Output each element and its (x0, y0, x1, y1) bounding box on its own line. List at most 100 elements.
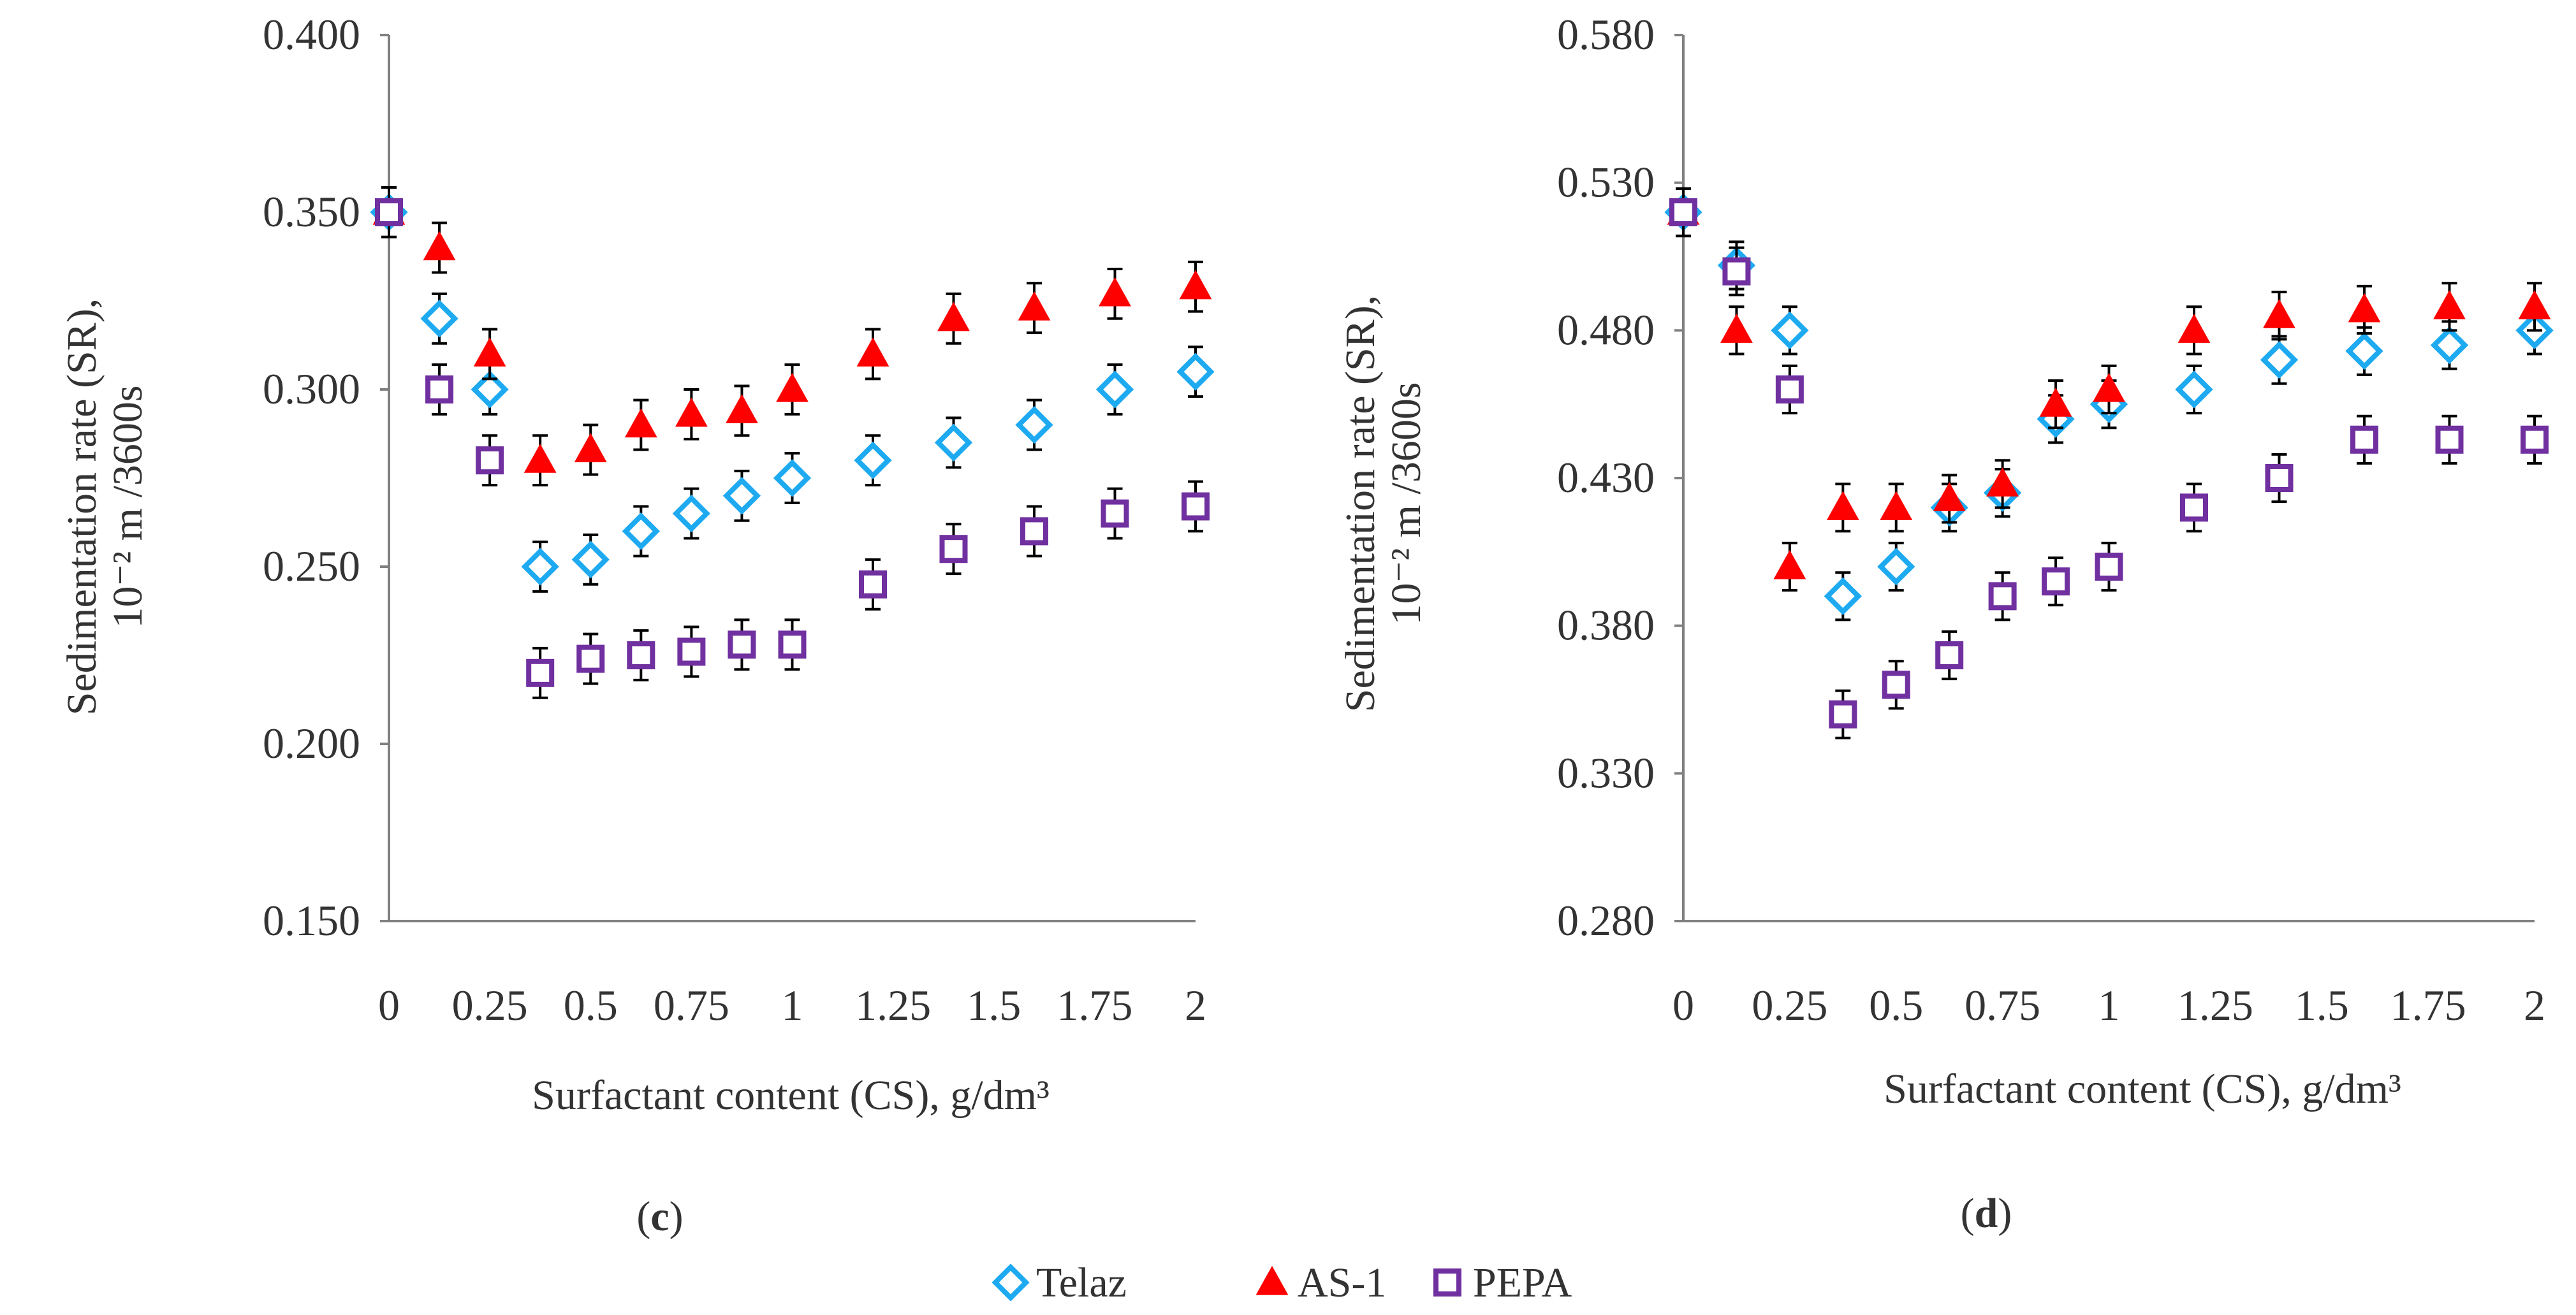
data-point-diamond (1176, 352, 1215, 391)
data-point-square (1182, 492, 1210, 521)
x-tick-label: 1.25 (855, 981, 931, 1029)
y-tick-label: 0.400 (263, 10, 360, 59)
data-point-square (576, 644, 605, 673)
data-point-square (2180, 493, 2208, 522)
x-tick-label: 1.75 (1057, 981, 1132, 1029)
data-point-triangle (1773, 549, 1806, 579)
y-tick-label: 0.250 (263, 542, 360, 590)
data-point-square (476, 446, 504, 475)
data-point-triangle (2093, 372, 2125, 402)
x-tick-label: 0.25 (452, 981, 528, 1029)
data-point-diamond (2345, 332, 2383, 370)
x-tick-label: 0.75 (1965, 981, 2040, 1029)
x-tick-label: 2 (1185, 981, 1206, 1029)
data-point-triangle (473, 337, 506, 367)
series-pepa (1669, 187, 2549, 739)
y-axis-title-line1: Sedimentation rate (SR), (1337, 295, 1384, 712)
x-tick-label: 0 (378, 981, 400, 1029)
data-point-triangle (675, 397, 708, 427)
data-point-triangle (1179, 270, 1212, 300)
data-point-diamond (622, 512, 660, 551)
data-point-triangle (2263, 299, 2295, 328)
data-point-triangle (937, 302, 970, 331)
data-point-square (2095, 553, 2123, 581)
data-point-triangle (574, 433, 607, 463)
data-point-square (677, 637, 706, 666)
y-tick-label: 0.280 (1557, 896, 1655, 945)
data-point-square (627, 641, 655, 669)
legend-label: Telaz (1036, 1260, 1127, 1306)
data-point-diamond (2430, 326, 2469, 365)
x-tick-label: 0.5 (1869, 981, 1923, 1029)
x-tick-label: 0.25 (1752, 981, 1827, 1029)
series-telaz (370, 186, 1215, 593)
y-tick-label: 0.350 (263, 187, 360, 236)
data-point-square (1775, 375, 1804, 403)
data-point-diamond (471, 370, 509, 409)
x-tick-label: 0.75 (654, 981, 729, 1029)
data-point-triangle (1880, 491, 1913, 520)
data-point-square (1722, 257, 1751, 286)
x-tick-label: 1.5 (2295, 981, 2349, 1029)
data-point-square (859, 570, 887, 599)
y-axis-title: Sedimentation rate (SR), 10⁻² m /3600s (59, 298, 151, 715)
x-tick-label: 1.75 (2390, 981, 2466, 1029)
y-axis-title: Sedimentation rate (SR), 10⁻² m /3600s (1337, 295, 1430, 712)
data-point-triangle (726, 394, 758, 423)
data-point-triangle (2433, 290, 2466, 319)
legend: Telaz AS-1 PEPA (992, 1260, 1572, 1306)
x-axis-title: Surfactant content (CS), g/dm³ (1884, 1066, 2401, 1112)
chart-panel-d: Sedimentation rate (SR), 10⁻² m /3600s S… (1337, 10, 2554, 1237)
y-axis-title-line2: 10⁻² m /3600s (105, 386, 151, 628)
data-point-triangle (1720, 314, 1753, 343)
y-tick-label: 0.580 (1557, 10, 1655, 59)
data-point-square (2265, 464, 2294, 492)
triangle-icon (1255, 1265, 1289, 1295)
y-tick-label: 0.530 (1557, 158, 1655, 207)
data-point-square (2521, 425, 2549, 454)
panel-label-d: (d) (1961, 1190, 2012, 1237)
x-axis-title: Surfactant content (CS), g/dm³ (532, 1072, 1050, 1119)
data-point-diamond (420, 300, 458, 338)
legend-label: PEPA (1473, 1260, 1572, 1306)
data-point-diamond (722, 477, 761, 515)
y-tick-label: 0.380 (1557, 601, 1655, 650)
data-point-square (2435, 425, 2464, 454)
y-tick-label: 0.330 (1557, 748, 1655, 797)
x-tick-label: 2 (2524, 981, 2545, 1029)
data-point-diamond (2175, 370, 2213, 409)
data-point-diamond (934, 423, 973, 462)
data-point-triangle (776, 372, 809, 402)
square-icon (1433, 1268, 1461, 1297)
data-point-square (526, 658, 555, 687)
series-as-1 (372, 186, 1212, 487)
data-point-square (728, 630, 756, 659)
data-point-diamond (1877, 548, 1915, 586)
y-axis-title-line1: Sedimentation rate (SR), (59, 298, 105, 715)
data-point-triangle (856, 337, 889, 367)
data-point-triangle (1933, 482, 1966, 512)
data-point-diamond (1824, 577, 1862, 615)
data-point-diamond (2260, 341, 2299, 379)
x-tick-label: 0.5 (564, 981, 618, 1029)
x-tick-label: 1 (782, 981, 803, 1029)
data-point-triangle (1018, 291, 1051, 321)
data-point-square (1020, 517, 1048, 546)
data-point-triangle (423, 231, 456, 261)
series-pepa (375, 186, 1210, 699)
y-axis-title-line2: 10⁻² m /3600s (1383, 382, 1430, 625)
data-point-square (1882, 671, 1910, 699)
data-point-square (1101, 499, 1129, 528)
data-point-square (778, 630, 807, 659)
data-point-square (2350, 425, 2378, 454)
y-tick-label: 0.200 (263, 719, 360, 767)
data-point-triangle (1099, 277, 1131, 307)
data-point-diamond (854, 441, 892, 479)
panel-label-c: (c) (636, 1193, 683, 1240)
data-point-square (939, 535, 968, 563)
data-point-diamond (1095, 370, 1134, 409)
diamond-icon (992, 1263, 1030, 1302)
x-tick-label: 1 (2098, 981, 2120, 1029)
y-tick-label: 0.300 (263, 365, 360, 413)
